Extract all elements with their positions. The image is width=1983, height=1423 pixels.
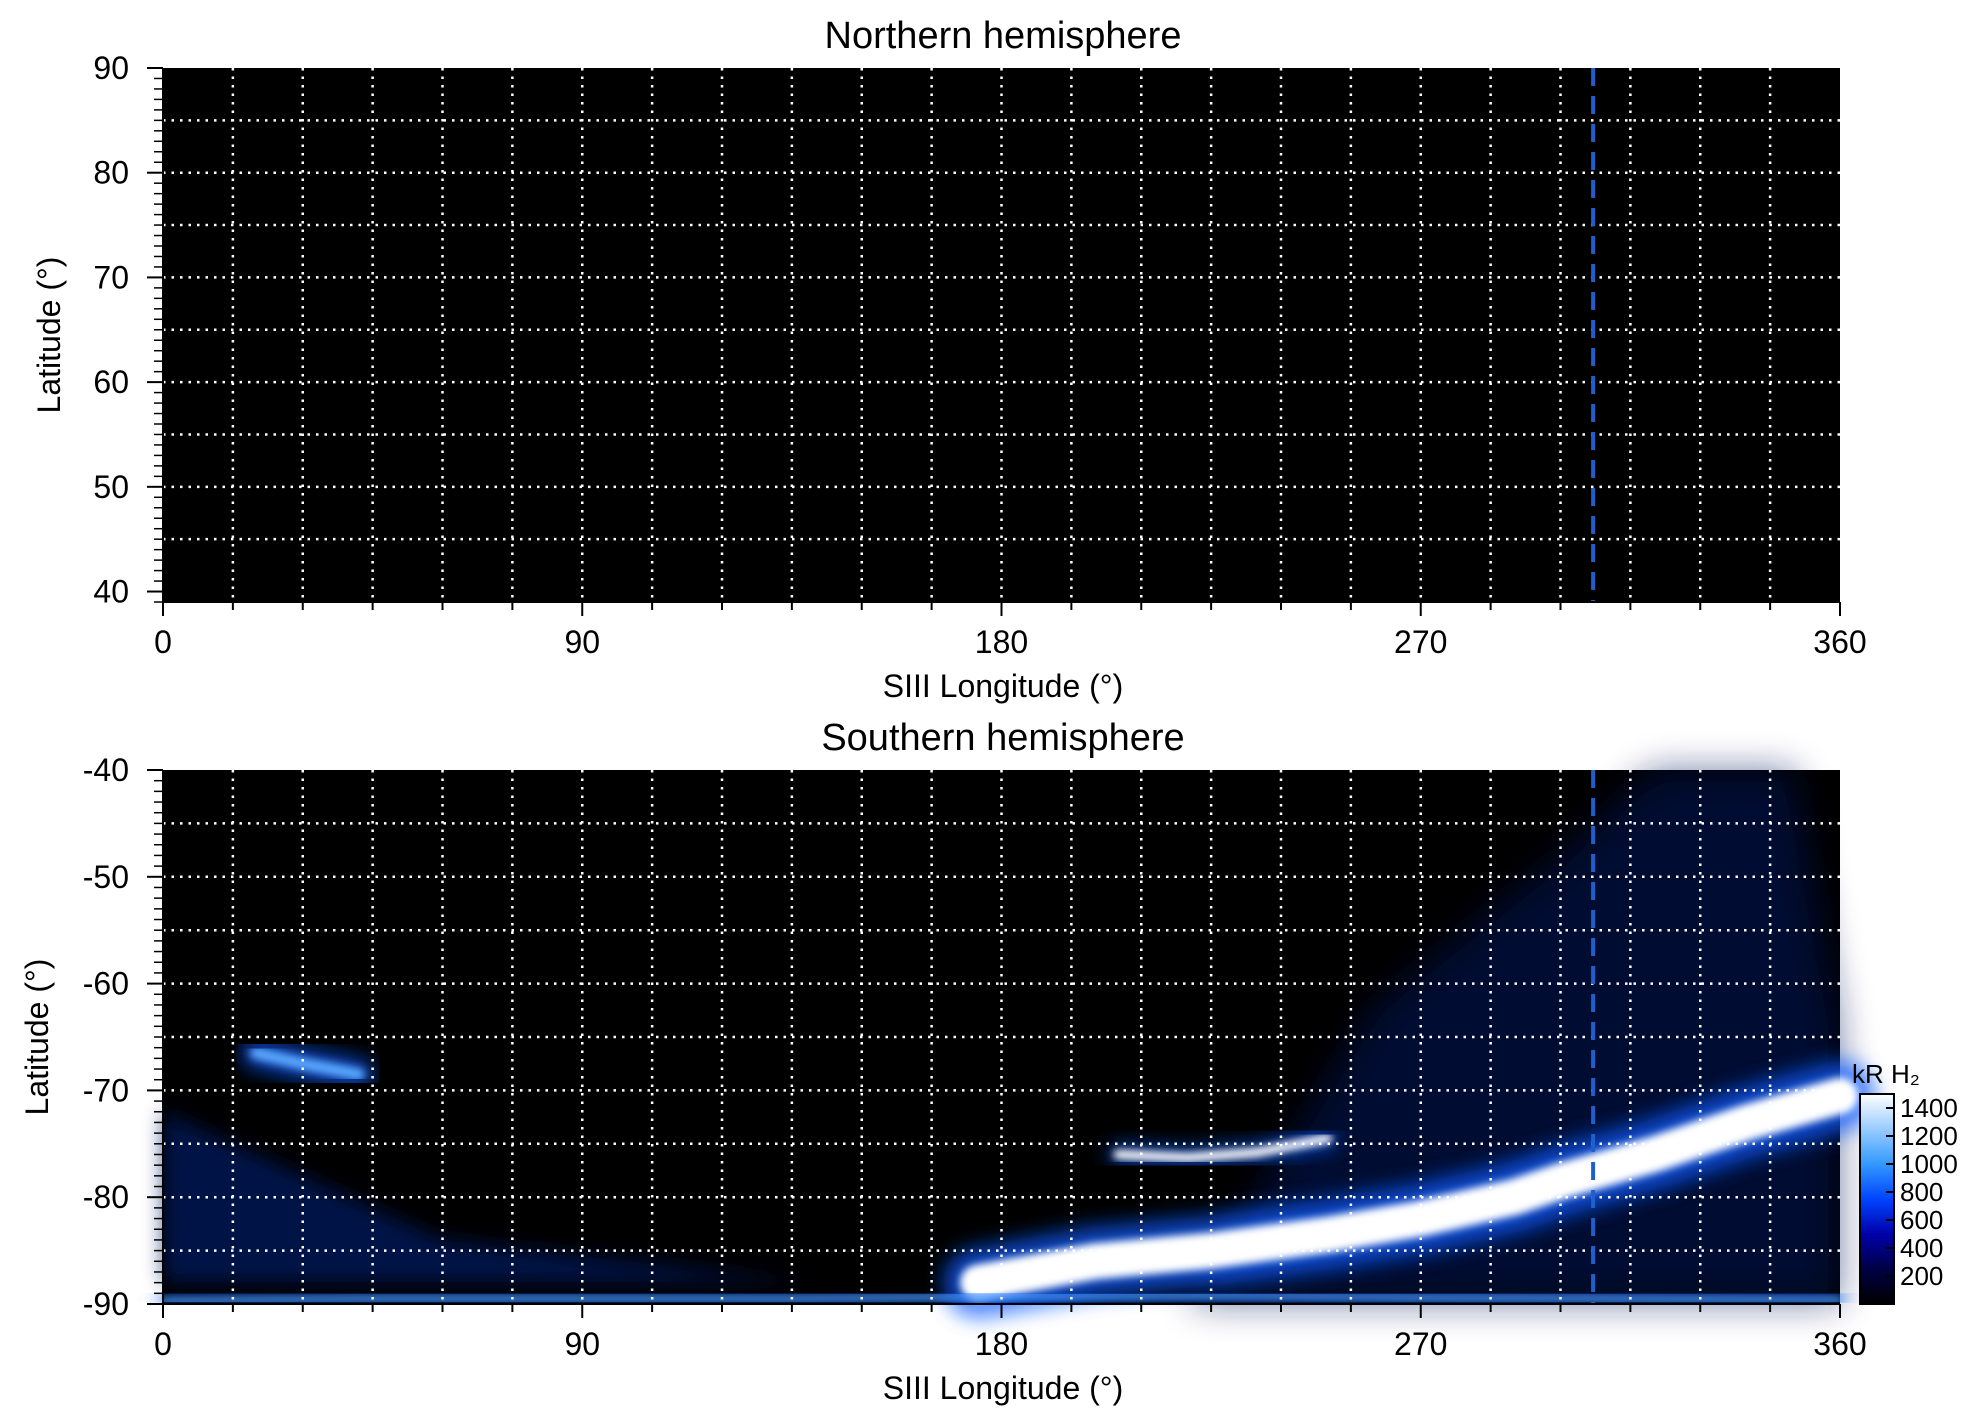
- colorbar-tick-label-0: 200: [1900, 1261, 1943, 1291]
- colorbar-label: kR H₂: [1852, 1059, 1920, 1089]
- north-axes: [147, 67, 1841, 616]
- y-tick-label-5: -90: [83, 1286, 129, 1322]
- south-x-axis-label: SIII Longitude (°): [883, 1370, 1123, 1406]
- x-tick-label-0: 0: [154, 624, 172, 660]
- colorbar-tick-label-2: 600: [1900, 1205, 1943, 1235]
- emission-core-1: [1113, 1133, 1333, 1163]
- x-tick-label-3: 270: [1394, 1326, 1447, 1362]
- south-y-tick-labels: -40 -50 -60 -70 -80 -90: [83, 752, 129, 1322]
- y-tick-label-0: 90: [93, 50, 129, 86]
- north-y-tick-labels: 90 80 70 60 50 40: [93, 50, 129, 610]
- y-tick-label-2: -60: [83, 966, 129, 1002]
- colorbar-tick-label-6: 1400: [1900, 1093, 1958, 1123]
- x-tick-label-4: 360: [1813, 1326, 1866, 1362]
- x-tick-label-1: 90: [564, 1326, 600, 1362]
- north-title: Northern hemisphere: [825, 15, 1182, 57]
- y-tick-label-3: 60: [93, 364, 129, 400]
- x-tick-label-2: 180: [975, 624, 1028, 660]
- north-y-axis-label: Latitude (°): [31, 257, 67, 414]
- colorbar-scale: [1859, 1093, 1895, 1305]
- y-tick-label-2: 70: [93, 259, 129, 295]
- emission-core-2: [250, 1047, 365, 1081]
- north-plot-background: [163, 68, 1840, 602]
- y-tick-label-1: -50: [83, 859, 129, 895]
- x-tick-label-1: 90: [564, 624, 600, 660]
- colorbar-tick-label-5: 1200: [1900, 1121, 1958, 1151]
- south-axes: [147, 769, 1841, 1318]
- x-tick-label-2: 180: [975, 1326, 1028, 1362]
- y-tick-label-4: -80: [83, 1179, 129, 1215]
- north-x-tick-labels: 0 90 180 270 360: [154, 624, 1867, 660]
- colorbar-tick-label-3: 800: [1900, 1177, 1943, 1207]
- north-x-axis-label: SIII Longitude (°): [883, 668, 1123, 704]
- x-tick-label-0: 0: [154, 1326, 172, 1362]
- x-tick-label-3: 270: [1394, 624, 1447, 660]
- y-tick-label-5: 40: [93, 574, 129, 610]
- south-y-axis-label: Latitude (°): [19, 959, 55, 1116]
- south-x-tick-labels: 0 90 180 270 360: [154, 1326, 1867, 1362]
- x-tick-label-4: 360: [1813, 624, 1866, 660]
- y-tick-label-4: 50: [93, 469, 129, 505]
- south-title: Southern hemisphere: [821, 717, 1184, 759]
- emission-core-0: [960, 1077, 1858, 1301]
- lower-left-band: [163, 1111, 816, 1283]
- colorbar-tick-label-1: 400: [1900, 1233, 1943, 1263]
- y-tick-label-0: -40: [83, 752, 129, 788]
- south-panel: Southern hemisphere 0 90 180 270 360 -40-50-…: [19, 717, 1875, 1406]
- colorbar-tick-label-4: 1000: [1900, 1149, 1958, 1179]
- y-tick-label-3: -70: [83, 1072, 129, 1108]
- y-tick-label-1: 80: [93, 155, 129, 191]
- north-panel: Northern hemisphere 0 90 180 270 360 90 80 70 6…: [31, 15, 1867, 704]
